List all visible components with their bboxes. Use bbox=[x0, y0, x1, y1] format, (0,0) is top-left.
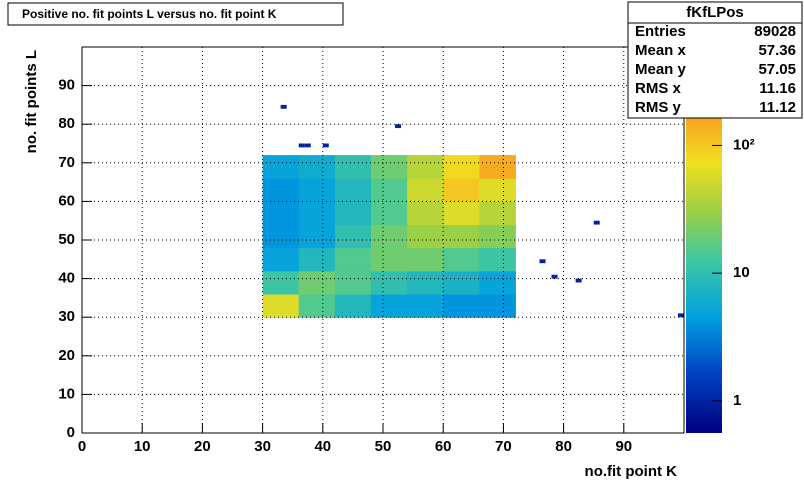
z-tick-label: 10 bbox=[733, 264, 750, 281]
heatmap-cell bbox=[677, 313, 684, 318]
x-tick-label: 10 bbox=[134, 438, 151, 455]
heatmap-cell bbox=[551, 274, 558, 279]
heatmap-cell bbox=[262, 201, 300, 226]
heatmap-cell bbox=[407, 294, 444, 318]
stats-value: 11.12 bbox=[759, 99, 796, 116]
heatmap-cell bbox=[407, 178, 444, 202]
stats-label: Entries bbox=[635, 23, 686, 40]
x-tick-label: 50 bbox=[375, 438, 392, 455]
heatmap-cell bbox=[262, 224, 300, 249]
heatmap-cell bbox=[407, 201, 444, 226]
heatmap-cell bbox=[298, 201, 336, 226]
heatmap-cell bbox=[593, 220, 600, 225]
y-axis-title: no. fit points L bbox=[23, 50, 40, 153]
stats-label: RMS y bbox=[635, 99, 682, 116]
y-tick-label: 20 bbox=[58, 347, 75, 364]
heatmap-cell bbox=[322, 143, 329, 148]
heatmap-cell bbox=[298, 247, 336, 272]
x-axis-title: no.fit point K bbox=[585, 463, 678, 480]
heatmap-cell bbox=[443, 270, 480, 295]
heatmap-cell bbox=[298, 178, 336, 202]
stats-label: Mean x bbox=[635, 42, 687, 59]
y-tick-label: 60 bbox=[58, 192, 75, 209]
y-tick-label: 90 bbox=[58, 77, 75, 94]
stats-value: 89028 bbox=[754, 23, 796, 40]
heatmap-cell bbox=[262, 294, 300, 318]
heatmap-cell bbox=[479, 294, 516, 318]
heatmap-cell bbox=[479, 201, 516, 226]
x-tick-label: 70 bbox=[495, 438, 512, 455]
heatmap-cell bbox=[443, 178, 480, 202]
heatmap-cell bbox=[407, 224, 444, 249]
heatmap-cell bbox=[479, 270, 516, 295]
heatmap-cell bbox=[280, 104, 287, 109]
y-tick-label: 10 bbox=[58, 385, 75, 402]
y-tick-label: 80 bbox=[58, 115, 75, 132]
heatmap-cell bbox=[443, 155, 480, 179]
heatmap-cell bbox=[298, 224, 336, 249]
heatmap-cell bbox=[370, 247, 408, 272]
x-tick-label: 90 bbox=[615, 438, 632, 455]
chart-title: Positive no. fit points L versus no. fit… bbox=[22, 7, 277, 21]
heatmap-cell bbox=[262, 155, 300, 179]
y-tick-label: 50 bbox=[58, 231, 75, 248]
heatmap-cell bbox=[407, 270, 444, 295]
heatmap-cell bbox=[443, 201, 480, 226]
heatmap-cell bbox=[334, 178, 372, 202]
x-tick-label: 80 bbox=[555, 438, 572, 455]
heatmap-cell bbox=[370, 201, 408, 226]
heatmap-cell bbox=[262, 270, 300, 295]
y-tick-label: 30 bbox=[58, 308, 75, 325]
title-box bbox=[7, 2, 344, 26]
heatmap-cell bbox=[298, 270, 336, 295]
heatmap-cell bbox=[334, 224, 372, 249]
heatmap-cell bbox=[370, 178, 408, 202]
stats-value: 11.16 bbox=[759, 80, 796, 97]
heatmap-cell bbox=[539, 259, 546, 264]
heatmap-cell bbox=[370, 224, 408, 249]
stats-title: fKfLPos bbox=[686, 4, 744, 21]
x-tick-label: 40 bbox=[314, 438, 331, 455]
heatmap-cell bbox=[370, 155, 408, 179]
stats-box bbox=[627, 1, 803, 119]
heatmap-cell bbox=[298, 294, 336, 318]
heatmap-cell bbox=[334, 201, 372, 226]
stats-value: 57.36 bbox=[758, 42, 796, 59]
heatmap-cell bbox=[334, 270, 372, 295]
heatmap-cell bbox=[262, 178, 300, 202]
y-tick-label: 0 bbox=[67, 424, 75, 441]
x-tick-label: 30 bbox=[254, 438, 271, 455]
stats-label: Mean y bbox=[635, 61, 687, 78]
stats-label: RMS x bbox=[635, 80, 682, 97]
x-tick-label: 20 bbox=[194, 438, 211, 455]
x-tick-label: 0 bbox=[78, 438, 86, 455]
heatmap-cell bbox=[575, 278, 582, 283]
heatmap-cell bbox=[334, 294, 372, 318]
heatmap-cell bbox=[262, 247, 300, 272]
heatmap-cell bbox=[407, 247, 444, 272]
heatmap-cell bbox=[298, 143, 305, 148]
heatmap-cell bbox=[479, 155, 516, 179]
heatmap-cell bbox=[443, 294, 480, 318]
heatmap-cell bbox=[443, 247, 480, 272]
heatmap-cell bbox=[370, 270, 408, 295]
heatmap-cell bbox=[334, 247, 372, 272]
z-tick-label: 10² bbox=[733, 136, 755, 153]
z-tick-label: 1 bbox=[733, 392, 741, 409]
x-tick-label: 60 bbox=[435, 438, 452, 455]
heatmap-cell bbox=[443, 224, 480, 249]
heatmap-cell bbox=[407, 155, 444, 179]
heatmap-cell bbox=[334, 155, 372, 179]
stats-value: 57.05 bbox=[758, 61, 796, 78]
heatmap-cell bbox=[370, 294, 408, 318]
heatmap-cell bbox=[395, 124, 402, 129]
y-tick-label: 70 bbox=[58, 154, 75, 171]
heatmap-cell bbox=[298, 155, 336, 179]
heatmap-cell bbox=[479, 178, 516, 202]
y-tick-label: 40 bbox=[58, 270, 75, 287]
heatmap-cell bbox=[479, 224, 516, 249]
heatmap-cell bbox=[479, 247, 516, 272]
heatmap-cell bbox=[304, 143, 311, 148]
